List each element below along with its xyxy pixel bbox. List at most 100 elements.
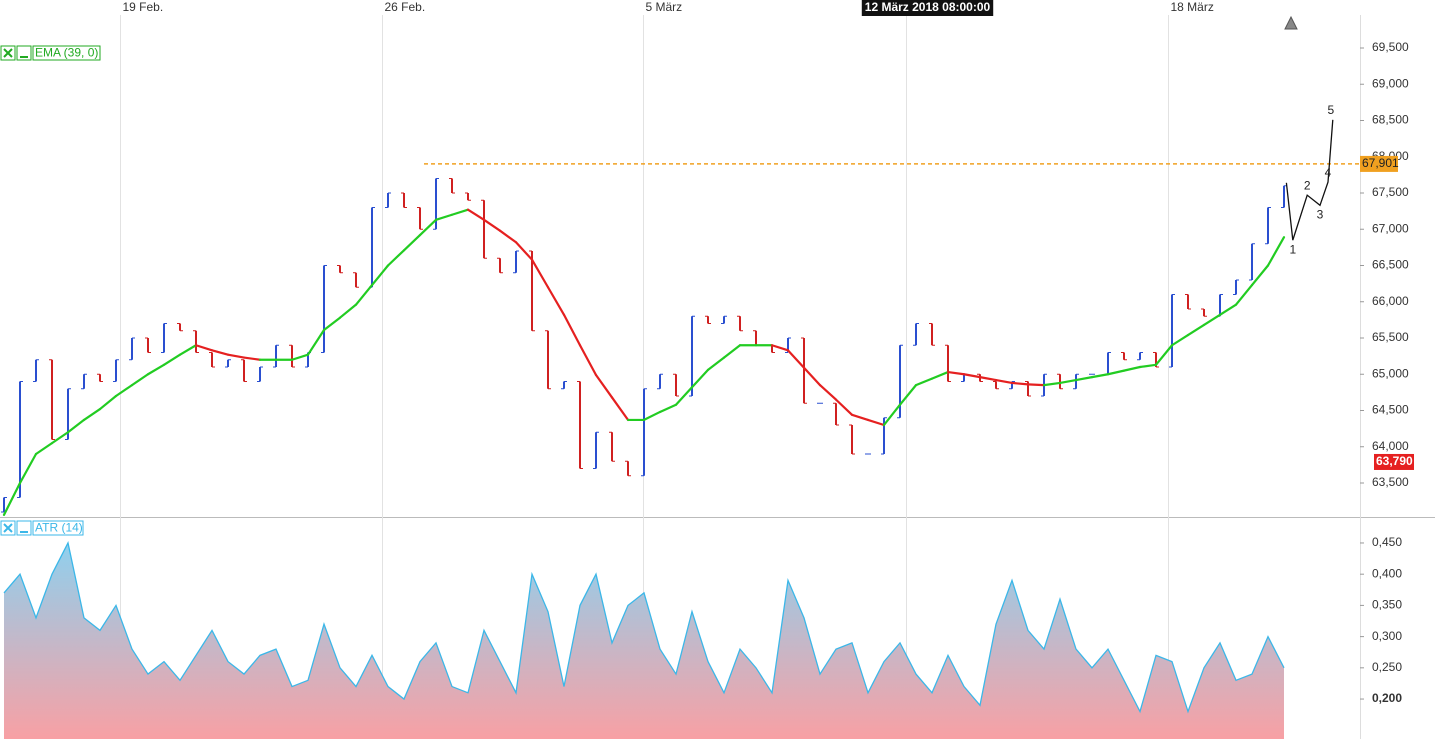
ema-segment (1010, 381, 1030, 386)
atr-line (3, 541, 1285, 714)
y-tick-label: 65,000 (1372, 366, 1409, 380)
y-tick-label: 0,300 (1372, 629, 1402, 643)
reference-label-box (1360, 155, 1398, 172)
ema-segment (530, 258, 550, 289)
ema-segment (34, 442, 54, 456)
ema-segment (466, 208, 486, 221)
ema-segment (1138, 363, 1158, 369)
ema-segment (642, 410, 662, 422)
x-tick-highlight (861, 0, 994, 16)
ema-segment (18, 452, 38, 485)
ema-segment (786, 349, 806, 369)
y-tick-label: 67,000 (1372, 221, 1409, 235)
ema-segment (1058, 378, 1078, 385)
ema-segment (146, 363, 166, 376)
ema-segment (914, 377, 934, 387)
ema-segment (226, 353, 246, 359)
ema-segment (450, 208, 470, 216)
ema-segment (418, 218, 438, 237)
ema-segment (322, 316, 342, 332)
ema-segment (386, 249, 406, 267)
ema-segment (194, 344, 214, 352)
x-tick-label: 18 März (1171, 0, 1214, 14)
last-price-label: 63,790 (1376, 454, 1413, 468)
wave-label: 4 (1325, 165, 1332, 179)
ema-segment (658, 403, 678, 414)
ema-segment (354, 283, 374, 306)
ema-segment (562, 313, 582, 347)
ema-segment (978, 376, 998, 382)
wave-label: 1 (1289, 242, 1296, 256)
ema-segment (546, 286, 566, 316)
ema-segment (610, 396, 630, 422)
atr-legend: ATR (14) (0, 520, 84, 536)
ema-segment (1074, 376, 1094, 382)
ema-segment (930, 370, 950, 380)
ema-segment (898, 384, 918, 406)
y-tick-label: 64,000 (1372, 439, 1409, 453)
y-tick-label: 67,500 (1372, 185, 1409, 199)
wave-label: 3 (1317, 207, 1324, 221)
ema-segment (962, 373, 982, 379)
legend-label: EMA (39, 0) (35, 46, 98, 60)
legend-label: ATR (14) (35, 521, 83, 535)
wave-line (1285, 119, 1334, 241)
ema-segment (498, 229, 518, 244)
x-tick-label: 5 März (646, 0, 683, 14)
ema-segment (338, 303, 358, 319)
ema-segment (994, 378, 1014, 385)
ema-segment (1186, 323, 1206, 337)
ema-segment (850, 413, 870, 422)
ema-segment (162, 353, 182, 366)
ema-segment (402, 233, 422, 252)
legend-box (32, 520, 84, 536)
ema-segment (802, 366, 822, 387)
ema-segment (882, 403, 902, 427)
ema-segment (130, 373, 150, 387)
ema-segment (434, 213, 454, 221)
ema-segment (1154, 344, 1174, 366)
ema-segment (178, 344, 198, 356)
ema-segment (722, 344, 742, 359)
wave-label: 2 (1304, 178, 1311, 192)
ema-segment (1090, 373, 1110, 379)
y-tick-label: 69,000 (1372, 76, 1409, 90)
scroll-icon[interactable] (1284, 15, 1298, 30)
last-price-box (1374, 453, 1414, 470)
atr-area (4, 542, 1284, 739)
y-tick-label: 64,500 (1372, 403, 1409, 417)
ema-segment (770, 344, 790, 352)
ema-segment (690, 368, 710, 389)
ema-segment (1266, 236, 1286, 267)
ema-segment (370, 264, 390, 287)
y-tick-label: 0,200 (1372, 691, 1402, 705)
y-tick-label: 66,000 (1372, 294, 1409, 308)
y-tick-label: 69,500 (1372, 40, 1409, 54)
x-tick-label: 19 Feb. (123, 0, 164, 14)
ema-segment (578, 344, 598, 377)
ema-segment (1170, 333, 1190, 347)
y-tick-label: 65,500 (1372, 330, 1409, 344)
ema-segment (1202, 313, 1222, 327)
ema-segment (946, 370, 966, 376)
ema-segment (306, 328, 326, 356)
y-tick-label: 63,500 (1372, 475, 1409, 489)
wave-label: 5 (1327, 103, 1334, 117)
close-glyph (3, 523, 13, 533)
y-tick-label: 0,350 (1372, 598, 1402, 612)
y-tick-label: 0,400 (1372, 566, 1402, 580)
ema-segment (2, 481, 22, 516)
ema-segment (210, 349, 230, 356)
ema-segment (114, 384, 134, 398)
ema-segment (706, 356, 726, 371)
y-tick-label: 68,500 (1372, 113, 1409, 127)
ema-segment (1026, 383, 1046, 387)
y-tick-label: 0,250 (1372, 660, 1402, 674)
ema-segment (594, 373, 614, 399)
ema-segment (482, 218, 502, 232)
x-tick-label: 26 Feb. (385, 0, 426, 14)
ema-segment (98, 394, 118, 411)
reference-label: 67,901 (1362, 156, 1399, 170)
ema-segment (674, 386, 694, 406)
